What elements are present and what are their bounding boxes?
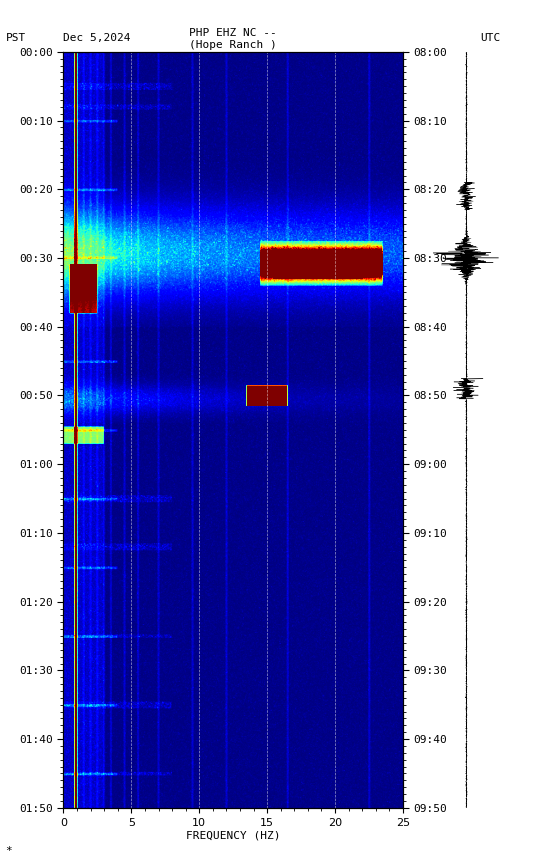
Title: PHP EHZ NC --
(Hope Ranch ): PHP EHZ NC -- (Hope Ranch ) — [189, 28, 277, 49]
Text: *: * — [6, 846, 12, 855]
Text: UTC: UTC — [480, 33, 501, 43]
X-axis label: FREQUENCY (HZ): FREQUENCY (HZ) — [186, 830, 280, 841]
Text: PST: PST — [6, 33, 26, 43]
Text: Dec 5,2024: Dec 5,2024 — [63, 33, 131, 43]
